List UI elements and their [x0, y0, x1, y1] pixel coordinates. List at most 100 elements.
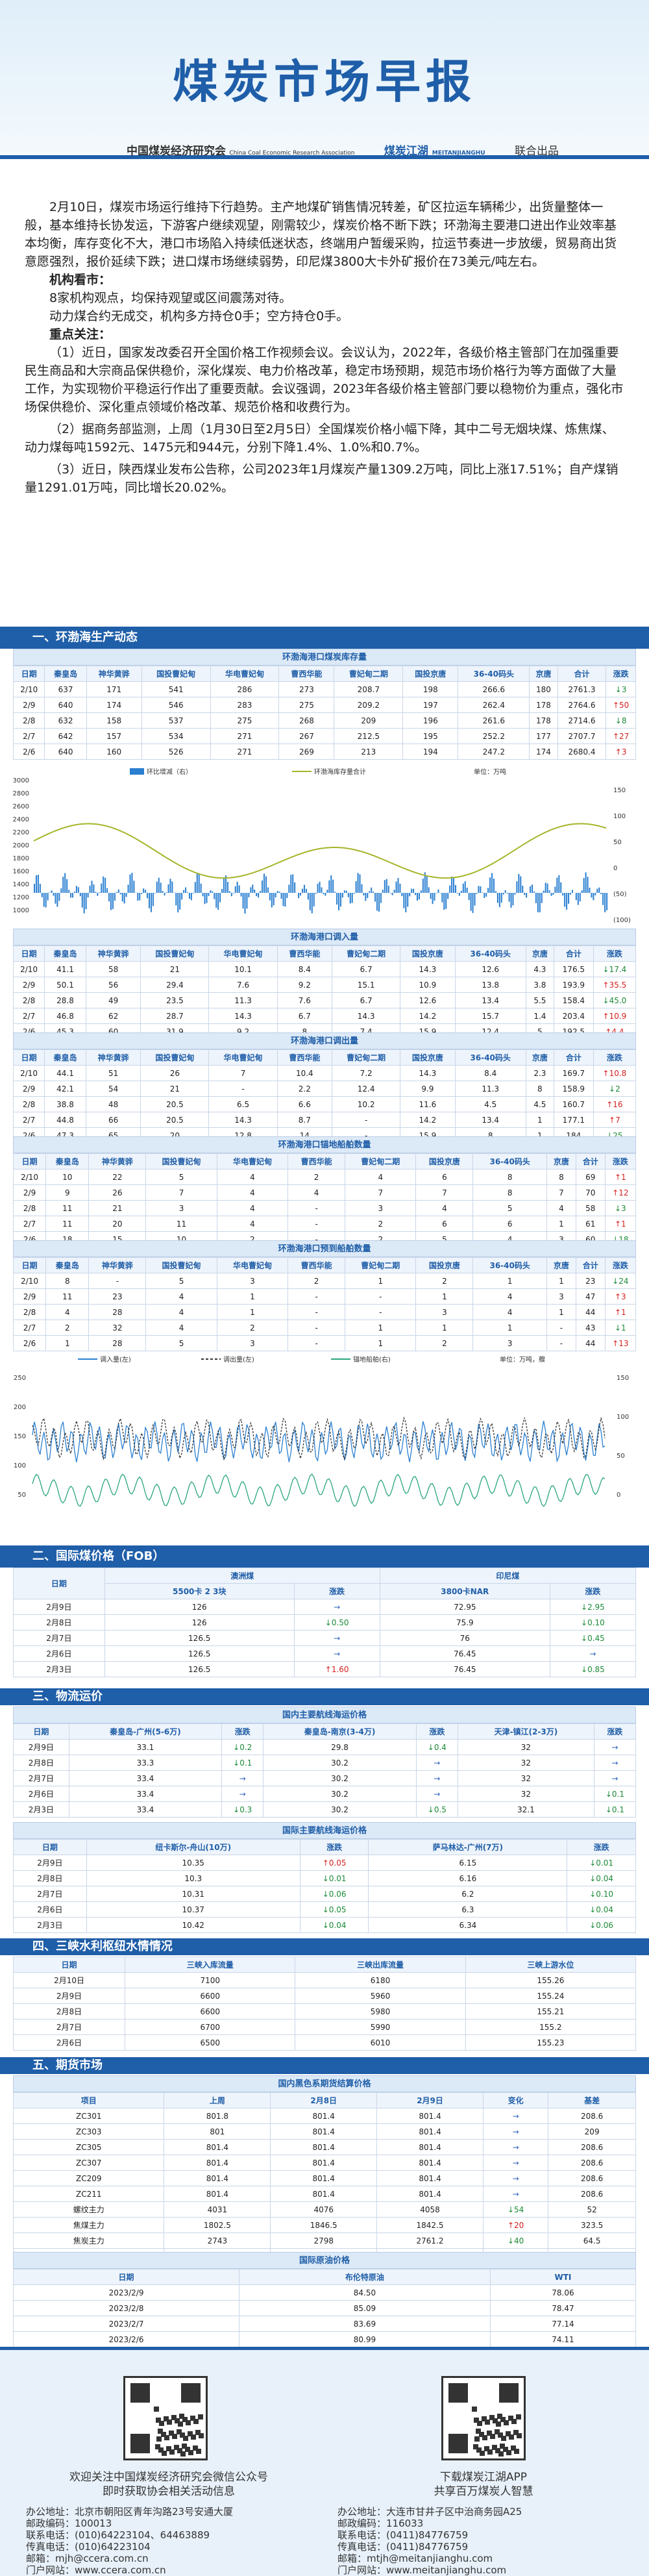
bar — [424, 872, 426, 893]
table-cell: 801.4 — [270, 2155, 378, 2171]
para-5: （2）据商务部监测，上周（1月30日至2月5日）全国煤炭价格小幅下降，其中二号无… — [25, 422, 615, 455]
bar — [150, 893, 152, 912]
table-cell: 5.5 — [525, 992, 554, 1008]
col-header: 日期 — [12, 2269, 240, 2285]
table-row: 2/6 640 160 526 271 269 213 194 247.2 174 2680.4 ↑3 — [12, 744, 636, 760]
col-header: 京唐 — [546, 1153, 576, 1169]
table-cell: ↓0.1 — [221, 1755, 264, 1771]
table-cell: 2 — [345, 1216, 417, 1232]
bar — [256, 893, 258, 897]
col-header: 国投曹妃甸 — [141, 666, 211, 682]
bar — [359, 874, 361, 893]
col-header: 国投京唐 — [415, 1153, 474, 1169]
table-cell: → — [415, 1755, 458, 1771]
table-row: 2023/2/7 83.69 77.14 — [12, 2316, 637, 2332]
logo-row: 中国煤炭经济研究会 China Coal Economic Research A… — [127, 142, 585, 158]
bar — [141, 893, 143, 894]
table-cell: 5980 — [295, 2003, 466, 2020]
col-header: 神华黄骅 — [88, 1153, 147, 1169]
col-header: 涨跌 — [606, 666, 636, 682]
table-cell: 2月7日 — [13, 1886, 87, 1902]
table-cell: 15.1 — [332, 977, 401, 993]
footer: 欢迎关注中国煤炭经济研究会微信公众号 即时获取协会相关活动信息 下载煤炭江湖APP… — [0, 2347, 649, 2576]
col-header: 国投京唐 — [400, 1049, 456, 1066]
table-cell: 螺纹主力 — [12, 2201, 165, 2218]
table-cell: 2.3 — [525, 1065, 554, 1081]
table-cell: ↓0.05 — [299, 1901, 369, 1918]
para-3: 动力煤合约无成交，机构多方持仓0手；空方持仓0手。 — [49, 309, 349, 323]
bar — [478, 886, 480, 893]
col-header: 秦皇岛 — [45, 1257, 90, 1273]
table-cell: - — [345, 1304, 417, 1320]
bar — [265, 876, 267, 893]
col-header: 京唐 — [529, 666, 558, 682]
col-header: 秦皇岛 — [45, 1153, 90, 1169]
app-qr-code[interactable] — [441, 2376, 526, 2460]
table-cell: 2/8 — [12, 992, 45, 1008]
table-title: 环渤海港口调出量 — [13, 1032, 636, 1049]
col-header: 基差 — [548, 2092, 636, 2108]
anchorage-line — [32, 1473, 606, 1507]
table-cell: 61 — [575, 1216, 606, 1232]
table-cell: 269 — [278, 744, 335, 760]
table-row: ZC211 801.4 801.4 801.4 → 208.6 — [12, 2186, 636, 2202]
y-tick-label: 200 — [14, 1404, 26, 1411]
bar — [91, 881, 93, 893]
table-cell: → — [293, 1599, 380, 1615]
table-cell: 267 — [278, 728, 335, 744]
bar — [456, 893, 458, 894]
table-cell: 64.5 — [548, 2232, 636, 2249]
table-cell: 33.3 — [68, 1755, 223, 1771]
table-cell: 2/7 — [12, 1008, 45, 1024]
col-header: 合计 — [575, 1153, 606, 1169]
table-row: 2/7 642 157 534 271 267 212.5 195 252.2 177 2707.7… — [12, 728, 636, 744]
table-cell: 2月9日 — [12, 1988, 126, 2004]
bar — [476, 893, 478, 894]
table-cell: 286 — [210, 681, 280, 697]
bar — [498, 893, 500, 907]
table-cell: 28.7 — [140, 1008, 210, 1024]
table-cell: ↑0.05 — [299, 1855, 369, 1871]
col-header: 华电曹妃甸 — [216, 1153, 289, 1169]
table-cell: 33.4 — [68, 1801, 223, 1818]
col-header: 曹西华能 — [276, 945, 333, 962]
y-tick-label: 1600 — [13, 868, 29, 875]
bar — [192, 893, 194, 894]
table-cell: 6 — [472, 1216, 548, 1232]
bar — [332, 879, 334, 893]
table-cell: ZC307 — [12, 2155, 165, 2171]
table-cell: 158.9 — [553, 1081, 594, 1097]
y-tick-label-right: 100 — [613, 813, 626, 820]
table-cell: 14.2 — [400, 1112, 456, 1128]
table-cell: ZC301 — [12, 2108, 165, 2124]
bar — [508, 893, 510, 902]
col-header: 秦皇岛-广州(5-6万) — [68, 1723, 223, 1740]
table-cell: ↓0.04 — [567, 1870, 636, 1886]
table-cell: 801.4 — [376, 2139, 484, 2155]
table-cell: 4 — [546, 1200, 576, 1216]
table-cell: 2/6 — [12, 744, 45, 760]
bar — [160, 882, 162, 893]
table-cell: 8 — [45, 1273, 90, 1289]
table-cell: 2023/2/7 — [12, 2316, 240, 2332]
table-title: 环渤海港口调入量 — [13, 929, 636, 945]
table-cell: 10.31 — [86, 1886, 300, 1902]
bar — [533, 891, 535, 893]
bar — [225, 875, 227, 893]
col-header: 曹西华能 — [276, 1049, 333, 1066]
bar — [449, 885, 451, 893]
col-header: 神华黄骅 — [85, 1049, 141, 1066]
bar — [585, 872, 587, 893]
table-cell: 155.21 — [465, 2003, 637, 2020]
bar — [204, 893, 206, 905]
table-cell: 21 — [140, 1081, 210, 1097]
bar — [606, 893, 608, 910]
bar — [311, 893, 313, 914]
table-cell: 526 — [141, 744, 211, 760]
bar — [334, 892, 336, 893]
table-cell: - — [288, 1216, 346, 1232]
table-cell: 33.4 — [68, 1786, 223, 1802]
wechat-qr-code[interactable] — [123, 2376, 208, 2460]
table-cell: 801.4 — [376, 2170, 484, 2186]
y-tick-label-right: 50 — [617, 1453, 625, 1460]
